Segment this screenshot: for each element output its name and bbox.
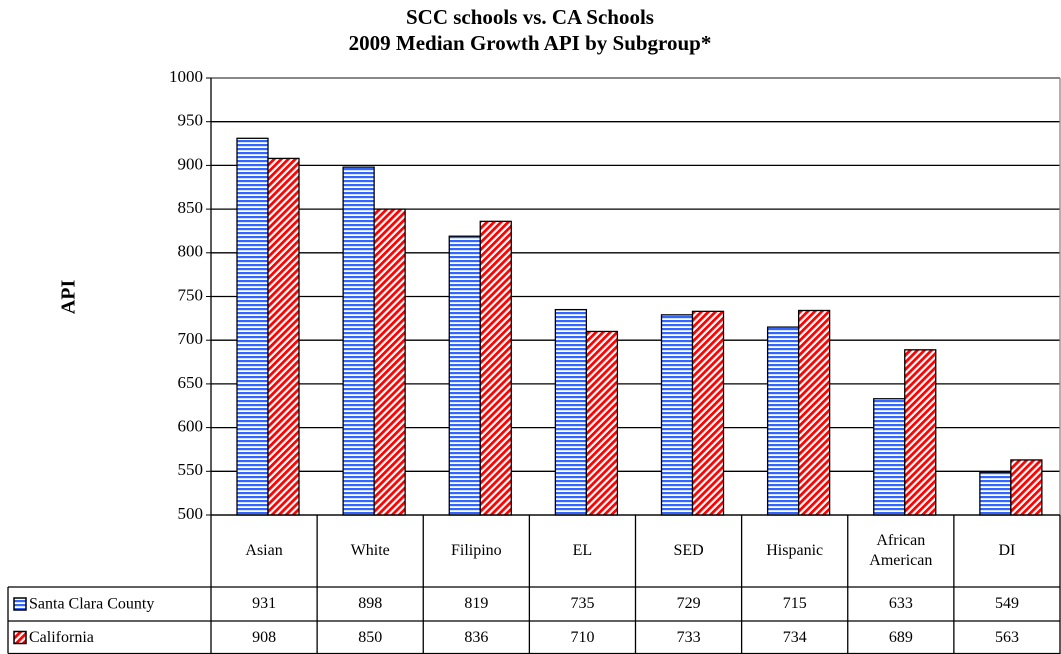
- x-tick-label-box: Asian: [245, 542, 283, 559]
- bar: [660, 314, 694, 516]
- table-value-box: 549: [994, 595, 1019, 612]
- chart-subtitle: 2009 Median Growth API by Subgroup*: [349, 31, 712, 55]
- bar: [979, 471, 1012, 516]
- legend-swatch: [13, 630, 27, 645]
- y-axis-label: API: [58, 280, 80, 315]
- x-tick-label-box: DI: [998, 542, 1016, 559]
- y-tick-label: 550: [178, 460, 204, 479]
- bar: [342, 166, 375, 516]
- table-value-box: 729: [676, 595, 701, 612]
- bar: [236, 137, 269, 516]
- bar: [691, 310, 725, 516]
- table-value-box: 735: [570, 595, 595, 612]
- bar: [373, 208, 406, 516]
- table-value: 898: [358, 595, 383, 612]
- x-tick-label-box: Hispanic: [766, 542, 824, 559]
- x-tick-label: Filipino: [450, 542, 502, 559]
- table-value-box: 734: [782, 628, 807, 646]
- table-value: 850: [358, 628, 383, 646]
- y-tick-label: 950: [178, 111, 204, 130]
- x-tick-label: DI: [998, 542, 1016, 559]
- legend-label: Santa Clara County: [29, 596, 154, 613]
- x-tick-label-box: African American: [869, 532, 933, 569]
- bar: [904, 349, 937, 516]
- table-value: 908: [252, 628, 277, 646]
- table-value: 836: [464, 628, 489, 646]
- table-value-box: 563: [994, 628, 1019, 646]
- table-value: 735: [570, 595, 595, 612]
- x-tick-label-box: White: [350, 542, 390, 559]
- table-value: 633: [888, 595, 913, 612]
- y-tick-label: 500: [178, 504, 204, 523]
- y-tick-label: 600: [178, 417, 204, 436]
- bar: [267, 157, 300, 516]
- table-value-box: 819: [464, 595, 489, 612]
- x-tick-label: Hispanic: [766, 542, 824, 559]
- bar: [1010, 459, 1043, 516]
- table-value-box: 931: [252, 595, 277, 612]
- bar: [766, 326, 800, 516]
- x-tick-label: SED: [673, 542, 704, 559]
- x-tick-label-box: SED: [673, 542, 704, 559]
- table-value-box: 715: [782, 595, 807, 612]
- table-value: 734: [782, 628, 807, 646]
- y-tick-label: 700: [178, 329, 204, 348]
- x-tick-label: White: [350, 542, 390, 559]
- table-value-box: 633: [888, 595, 913, 612]
- x-tick-label: EL: [572, 542, 593, 559]
- table-value-box: 710: [570, 628, 595, 646]
- y-tick-label: 900: [178, 154, 204, 173]
- x-tick-label: African American: [869, 532, 933, 569]
- table-value: 819: [464, 595, 489, 612]
- bar: [797, 309, 831, 516]
- table-value-box: 689: [888, 628, 913, 646]
- table-value: 733: [676, 628, 701, 646]
- table-value-box: 836: [464, 628, 489, 646]
- table-value-box: 898: [358, 595, 383, 612]
- table-value: 689: [888, 628, 913, 646]
- table-value: 710: [570, 628, 595, 646]
- x-tick-label: Asian: [245, 542, 283, 559]
- y-tick-label: 1000: [169, 67, 203, 86]
- table-value: 729: [676, 595, 701, 612]
- y-tick-label: 650: [178, 373, 204, 392]
- table-value: 549: [994, 595, 1019, 612]
- table-value: 931: [252, 595, 277, 612]
- bar: [554, 308, 588, 516]
- x-tick-label-box: Filipino: [450, 542, 502, 559]
- table-value: 563: [994, 628, 1019, 646]
- bar: [448, 235, 481, 516]
- bar: [479, 220, 512, 516]
- bar: [873, 398, 906, 516]
- y-tick-label: 850: [178, 198, 204, 217]
- bar: [585, 330, 619, 516]
- legend-swatch: [13, 597, 27, 611]
- chart-title: SCC schools vs. CA Schools: [406, 5, 654, 29]
- table-value-box: 733: [676, 628, 701, 646]
- table-value-box: 850: [358, 628, 383, 646]
- x-tick-label-box: EL: [572, 542, 593, 559]
- y-tick-label: 750: [178, 285, 204, 304]
- table-value-box: 908: [252, 628, 277, 646]
- legend-label: California: [29, 629, 94, 646]
- y-tick-label: 800: [178, 242, 204, 261]
- table-value: 715: [782, 595, 807, 612]
